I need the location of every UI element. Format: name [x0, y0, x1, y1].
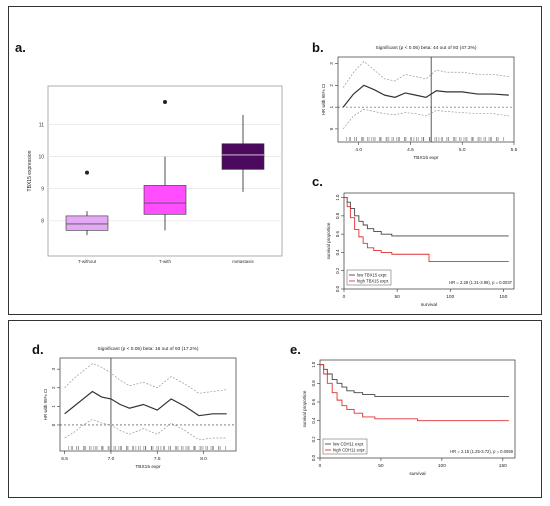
y-tick-label-b-3: 3: [329, 62, 334, 65]
x-tick-label-d-1: 7.0: [108, 456, 115, 462]
legend-label-c-1: high TBX15 expr.: [357, 279, 389, 284]
x-axis-label-b: TBX15 expr: [413, 155, 439, 161]
y-tick-label-e-4: 0.8: [311, 380, 316, 387]
survival-curve-c-1: [344, 197, 509, 263]
x-tick-label-e-3: 150: [499, 463, 507, 469]
x-tick-label-e-2: 100: [438, 463, 446, 469]
panel-letter-a: a.: [15, 40, 26, 55]
plot-area-d: [59, 357, 237, 452]
x-axis-label-c: survival: [421, 302, 437, 308]
plot-area-e: [319, 359, 516, 459]
x-tick-label-c-1: 50: [394, 294, 400, 300]
bottom-figure-frame: [8, 320, 542, 498]
outlier-a-1-0: [163, 100, 167, 105]
y-tick-label-e-0: 0.0: [311, 454, 316, 461]
y-tick-label-b-0: 0: [329, 127, 334, 130]
y-tick-label-a-2: 10: [38, 155, 44, 161]
panel-letter-c: c.: [312, 174, 323, 189]
legend-box-c: [346, 269, 392, 286]
y-tick-label-d-2: 2: [51, 386, 56, 389]
panel-letter-e: e.: [290, 342, 301, 357]
x-tick-label-c-0: 0: [343, 294, 346, 300]
series-line-d-estimate: [64, 390, 227, 417]
series-line-b-estimate: [342, 84, 509, 108]
y-axis-label-c: survival proportion: [326, 222, 331, 259]
y-tick-label-d-1: 1: [51, 405, 56, 408]
series-line-b-lower: [342, 108, 509, 130]
series-line-d-lower: [64, 418, 227, 441]
y-tick-label-c-3: 0.6: [335, 231, 340, 238]
y-tick-label-a-1: 9: [41, 187, 44, 193]
x-axis-label-e: survival: [409, 471, 425, 477]
y-tick-label-b-2: 2: [329, 84, 334, 87]
x-tick-label-d-2: 7.5: [154, 456, 161, 462]
x-tick-label-d-0: 6.5: [61, 456, 68, 462]
y-tick-label-a-3: 11: [39, 122, 44, 128]
x-tick-label-d-3: 8.0: [200, 456, 207, 462]
plot-area-c: [343, 192, 515, 290]
chart-title-d: Significant (p < 0.05) beta: 16 out of 9…: [98, 346, 199, 352]
y-tick-label-e-3: 0.6: [311, 398, 316, 405]
x-tick-label-b-1: 4.5: [407, 147, 414, 153]
x-tick-label-c-2: 100: [446, 294, 454, 300]
y-tick-label-c-0: 0.0: [335, 285, 340, 292]
x-tick-label-b-2: 5.0: [459, 147, 466, 153]
y-axis-label-e: survival proportion: [302, 390, 307, 427]
legend-label-e-1: high CDH11 expr.: [333, 448, 366, 453]
survival-curve-e-0: [320, 364, 509, 397]
x-tick-label-c-3: 150: [499, 294, 507, 300]
outlier-a-0-0: [85, 170, 89, 175]
y-axis-label-b: HR with 95% CI: [321, 84, 326, 116]
legend-box-e: [322, 438, 368, 455]
chart-title-b: Significant (p < 0.05) beta: 44 out of 9…: [376, 45, 477, 51]
box-a-0: [65, 215, 109, 231]
series-line-b-upper: [342, 60, 509, 88]
y-tick-label-c-4: 0.8: [335, 212, 340, 219]
x-tick-label-e-1: 50: [378, 463, 384, 469]
y-tick-label-b-1: 1: [329, 105, 334, 108]
panel-letter-d: d.: [32, 342, 44, 357]
series-line-d-upper: [64, 363, 227, 394]
x-axis-label-d: TBX15 expr: [135, 464, 161, 470]
y-tick-label-d-3: 3: [51, 367, 56, 370]
y-tick-label-e-2: 0.4: [311, 417, 316, 424]
y-tick-label-c-5: 1.0: [335, 194, 340, 201]
y-axis-label-a: TBX15 expression: [27, 150, 33, 191]
x-tick-label-a-0: T-without: [78, 259, 97, 264]
x-tick-label-e-0: 0: [319, 463, 322, 469]
legend-label-c-0: low TBX15 expr.: [357, 273, 387, 278]
box-a-2: [221, 143, 265, 170]
box-a-1: [143, 185, 187, 215]
y-tick-label-e-1: 0.2: [311, 436, 316, 443]
y-axis-label-d: HR with 95% CI: [43, 389, 48, 421]
annotation-e: HR = 2.15 (1.25-3.72), p = 0.0059: [450, 449, 514, 454]
annotation-c: HR = 2.28 (1.31-3.99), p = 0.0037: [449, 280, 513, 285]
y-tick-label-d-0: 0: [51, 423, 56, 426]
plot-area-b: [337, 56, 515, 143]
survival-curve-e-1: [320, 364, 509, 422]
y-tick-label-a-0: 8: [41, 219, 44, 225]
legend-label-e-0: low CDH11 expr.: [333, 442, 364, 447]
y-tick-label-c-2: 0.4: [335, 249, 340, 256]
x-tick-label-b-3: 5.5: [511, 147, 518, 153]
y-tick-label-c-1: 0.2: [335, 267, 340, 274]
x-tick-label-a-2: metastasis: [232, 259, 254, 264]
x-tick-label-b-0: 4.0: [355, 147, 362, 153]
y-tick-label-e-5: 1.0: [311, 361, 316, 368]
panel-letter-b: b.: [312, 40, 324, 55]
x-tick-label-a-1: T-with: [159, 259, 171, 264]
